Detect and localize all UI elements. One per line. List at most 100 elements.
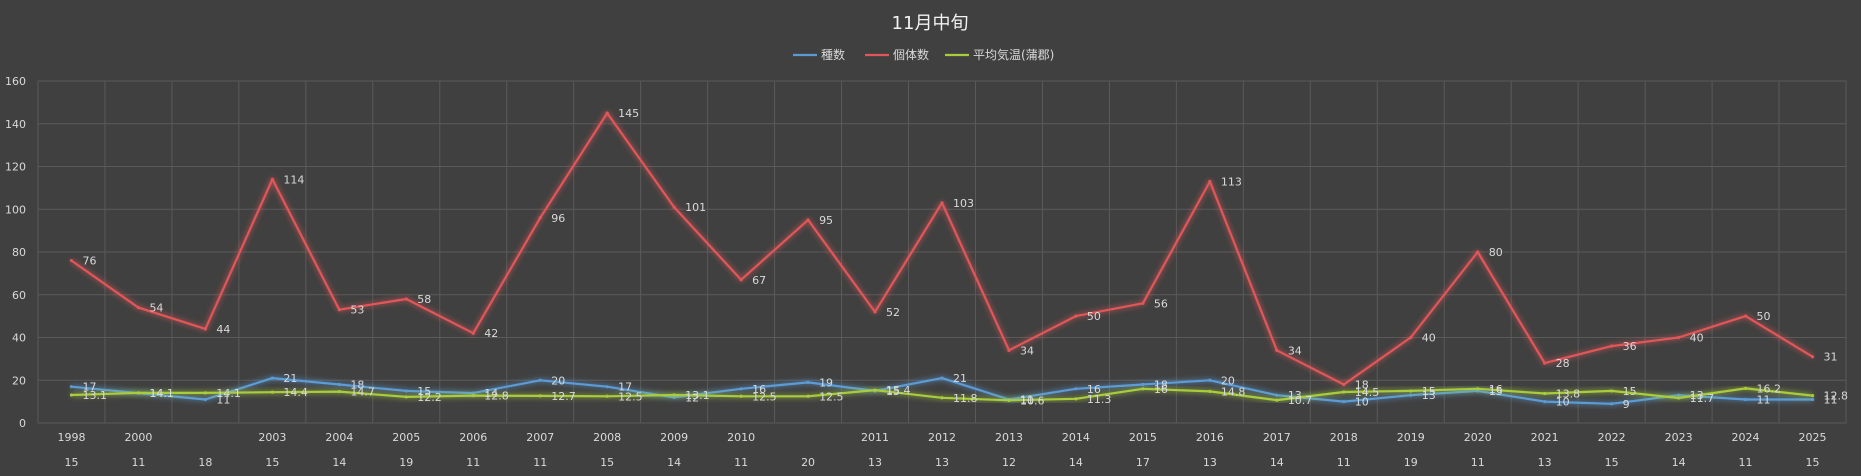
- data-label-0: 13: [1690, 389, 1704, 402]
- x-tick-label-year: 2010: [727, 431, 755, 444]
- data-label-0: 13: [1422, 389, 1436, 402]
- data-label-1: 31: [1824, 351, 1838, 364]
- data-point-2: [471, 394, 475, 398]
- data-label-0: 12: [685, 391, 699, 404]
- data-label-0: 19: [819, 376, 833, 389]
- x-tick-label-year: 2007: [526, 431, 554, 444]
- data-point-2: [1275, 398, 1279, 402]
- data-point-2: [739, 394, 743, 398]
- y-axis: 0 20 40 60 80 100 120 140 160: [5, 75, 26, 430]
- legend-label-2: 平均気温(蒲郡): [973, 47, 1054, 62]
- x-tick-label-day: 15: [1605, 456, 1619, 469]
- x-tick-label-year: 2017: [1263, 431, 1291, 444]
- data-label-2: 13.8: [1556, 388, 1581, 401]
- x-tick-label-day: 11: [734, 456, 748, 469]
- x-tick-label-year: 2023: [1665, 431, 1693, 444]
- x-tick-label-year: 2013: [995, 431, 1023, 444]
- data-point-0: [270, 376, 274, 380]
- data-label-2: 14.4: [283, 386, 308, 399]
- x-tick-label-year: 2022: [1598, 431, 1626, 444]
- x-tick-label-day: 17: [1136, 456, 1150, 469]
- data-label-1: 28: [1556, 357, 1570, 370]
- data-label-2: 16: [1154, 383, 1168, 396]
- data-label-0: 14: [149, 387, 163, 400]
- x-tick-label-day: 13: [1203, 456, 1217, 469]
- data-label-0: 15: [1489, 385, 1503, 398]
- data-point-1: [471, 331, 475, 335]
- data-label-1: 103: [953, 197, 974, 210]
- data-label-2: 11.7: [1690, 392, 1715, 405]
- x-tick-label-day: 19: [1404, 456, 1418, 469]
- data-point-2: [806, 394, 810, 398]
- data-point-0: [1409, 393, 1413, 397]
- data-point-0: [1810, 397, 1815, 402]
- data-point-2: [270, 390, 274, 394]
- data-label-1: 58: [417, 293, 431, 306]
- data-point-0: [538, 378, 542, 382]
- data-point-1: [1275, 348, 1279, 352]
- data-point-0: [1610, 402, 1614, 406]
- x-tick-label-year: 2014: [1062, 431, 1090, 444]
- data-label-0: 17: [82, 381, 96, 394]
- data-point-1: [1074, 314, 1078, 318]
- data-point-1: [605, 111, 609, 115]
- x-tick-label-year: 2025: [1799, 431, 1827, 444]
- data-label-1: 54: [149, 302, 163, 315]
- data-point-2: [672, 393, 676, 397]
- x-tick-label-year: 2021: [1531, 431, 1559, 444]
- x-tick-label-day: 13: [868, 456, 882, 469]
- x-tick-label-year: 2009: [660, 431, 688, 444]
- data-label-1: 95: [819, 214, 833, 227]
- x-tick-label-day: 11: [533, 456, 547, 469]
- data-point-1: [672, 205, 676, 209]
- x-tick-label-year: 2020: [1464, 431, 1492, 444]
- data-point-0: [672, 395, 676, 399]
- data-label-2: 15: [1422, 385, 1436, 398]
- chart-title: 11月中旬: [892, 13, 969, 34]
- y-tick-label: 80: [12, 246, 26, 259]
- data-point-2: [1810, 394, 1815, 398]
- data-label-0: 11: [216, 393, 230, 406]
- data-label-0: 18: [350, 379, 364, 392]
- data-label-1: 42: [484, 327, 498, 340]
- data-label-0: 9: [1623, 398, 1630, 411]
- x-tick-label-day: 15: [265, 456, 279, 469]
- x-tick-label-year: 2003: [258, 431, 286, 444]
- data-label-2: 13.1: [685, 389, 710, 402]
- x-tick-label-day: 14: [667, 456, 681, 469]
- data-point-2: [1610, 389, 1614, 393]
- data-label-0: 11: [1757, 393, 1771, 406]
- data-point-0: [1676, 393, 1681, 397]
- data-point-1: [1476, 250, 1480, 254]
- data-label-0: 17: [618, 381, 632, 394]
- x-tick-label-day: 14: [1672, 456, 1686, 469]
- data-point-0: [1275, 393, 1279, 397]
- y-tick-label: 160: [5, 75, 26, 88]
- data-point-1: [1208, 179, 1212, 184]
- data-point-2: [1141, 387, 1145, 391]
- data-point-2: [136, 391, 141, 395]
- data-point-0: [940, 376, 944, 380]
- data-point-2: [1208, 389, 1212, 393]
- data-label-1: 44: [216, 323, 230, 336]
- data-point-2: [940, 396, 944, 400]
- data-label-0: 11: [1020, 393, 1034, 406]
- data-label-1: 101: [685, 201, 706, 214]
- data-label-0: 16: [752, 383, 766, 396]
- data-point-2: [1409, 389, 1413, 393]
- data-label-1: 56: [1154, 297, 1168, 310]
- x-tick-label-day: 11: [466, 456, 480, 469]
- data-label-1: 40: [1422, 332, 1436, 345]
- data-label-2: 10.7: [1288, 394, 1313, 407]
- legend-label-0: 種数: [821, 47, 845, 62]
- gridlines: [37, 80, 1847, 424]
- data-label-0: 15: [886, 385, 900, 398]
- y-tick-label: 0: [19, 417, 26, 430]
- x-tick-label-year: 2008: [593, 431, 621, 444]
- x-tick-label-day: 12: [1002, 456, 1016, 469]
- y-tick-label: 140: [5, 118, 26, 131]
- data-label-2: 12.8: [484, 390, 509, 403]
- data-label-1: 114: [283, 173, 304, 186]
- data-label-2: 11.3: [1087, 393, 1112, 406]
